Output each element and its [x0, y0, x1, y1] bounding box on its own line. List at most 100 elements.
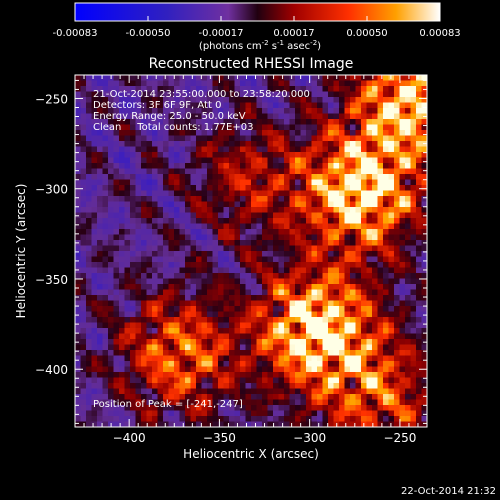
- heatmap-cell: [410, 383, 417, 389]
- heatmap-cell: [207, 372, 213, 378]
- heatmap-cell: [273, 317, 279, 323]
- heatmap-cell: [190, 163, 197, 169]
- heatmap-cell: [256, 295, 263, 301]
- heatmap-cell: [333, 80, 340, 87]
- heatmap-cell: [157, 130, 164, 136]
- heatmap-cell: [80, 212, 87, 219]
- heatmap-cell: [333, 218, 340, 224]
- heatmap-cell: [289, 196, 296, 202]
- heatmap-cell: [251, 168, 257, 175]
- heatmap-cell: [372, 152, 378, 158]
- y-axis-label: Heliocentric Y (arcsec): [14, 184, 28, 319]
- heatmap-cell: [295, 146, 301, 153]
- heatmap-cell: [267, 201, 274, 208]
- heatmap-cell: [322, 295, 329, 301]
- heatmap-cell: [410, 333, 417, 340]
- heatmap-cell: [388, 91, 395, 98]
- heatmap-cell: [421, 130, 427, 136]
- heatmap-cell: [91, 157, 98, 164]
- heatmap-cell: [113, 262, 120, 268]
- heatmap-cell: [317, 168, 323, 175]
- heatmap-cell: [366, 289, 373, 296]
- heatmap-cell: [306, 97, 312, 103]
- heatmap-cell: [113, 207, 120, 213]
- heatmap-cell: [278, 306, 285, 312]
- heatmap-cell: [212, 350, 219, 356]
- heatmap-cell: [185, 311, 191, 318]
- heatmap-cell: [300, 174, 307, 180]
- heatmap-cell: [135, 344, 142, 351]
- heatmap-cell: [289, 229, 296, 235]
- heatmap-cell: [218, 168, 224, 175]
- heatmap-cell: [267, 328, 274, 334]
- heatmap-cell: [97, 130, 103, 136]
- heatmap-cell: [119, 350, 125, 356]
- heatmap-cell: [201, 322, 208, 329]
- heatmap-cell: [399, 394, 406, 400]
- heatmap-cell: [146, 113, 153, 120]
- heatmap-cell: [256, 300, 263, 307]
- heatmap-cell: [174, 97, 180, 103]
- heatmap-cell: [405, 416, 411, 422]
- heatmap-cell: [124, 322, 131, 329]
- heatmap-cell: [300, 80, 307, 87]
- heatmap-cell: [146, 333, 153, 340]
- heatmap-cell: [366, 190, 373, 197]
- heatmap-cell: [135, 350, 142, 356]
- heatmap-cell: [421, 80, 427, 87]
- heatmap-cell: [317, 306, 323, 312]
- heatmap-cell: [152, 86, 158, 92]
- heatmap-cell: [416, 201, 422, 208]
- heatmap-cell: [399, 284, 406, 290]
- heatmap-cell: [119, 174, 125, 180]
- heatmap-cell: [339, 377, 345, 384]
- heatmap-cell: [251, 240, 257, 246]
- heatmap-cell: [377, 289, 384, 296]
- heatmap-cell: [416, 295, 422, 301]
- heatmap-cell: [256, 256, 263, 263]
- heatmap-cell: [157, 267, 164, 274]
- heatmap-cell: [251, 185, 257, 191]
- heatmap-cell: [410, 311, 417, 318]
- heatmap-cell: [80, 251, 87, 257]
- heatmap-cell: [295, 141, 301, 147]
- heatmap-cell: [212, 322, 219, 329]
- heatmap-cell: [185, 339, 191, 345]
- heatmap-cell: [240, 300, 246, 307]
- heatmap-cell: [223, 322, 230, 329]
- heatmap-cell: [163, 306, 169, 312]
- heatmap-cell: [344, 141, 351, 147]
- heatmap-cell: [234, 130, 241, 136]
- heatmap-cell: [350, 399, 356, 406]
- heatmap-cell: [223, 130, 230, 136]
- heatmap-cell: [240, 75, 246, 81]
- heatmap-cell: [223, 207, 230, 213]
- heatmap-cell: [377, 399, 384, 406]
- heatmap-cell: [388, 223, 395, 230]
- heatmap-cell: [421, 399, 427, 406]
- heatmap-cell: [317, 102, 323, 109]
- heatmap-cell: [339, 119, 345, 125]
- heatmap-cell: [218, 157, 224, 164]
- heatmap-cell: [284, 306, 290, 312]
- heatmap-cell: [322, 344, 329, 351]
- heatmap-cell: [311, 141, 318, 147]
- heatmap-cell: [394, 366, 400, 373]
- heatmap-cell: [267, 273, 274, 279]
- heatmap-cell: [251, 174, 257, 180]
- heatmap-cell: [163, 102, 169, 109]
- heatmap-cell: [328, 317, 334, 323]
- heatmap-cell: [361, 174, 367, 180]
- heatmap-cell: [328, 278, 334, 285]
- heatmap-cell: [185, 102, 191, 109]
- heatmap-cell: [344, 152, 351, 158]
- heatmap-cell: [262, 289, 268, 296]
- heatmap-cell: [383, 311, 389, 318]
- heatmap-cell: [119, 91, 125, 98]
- heatmap-cell: [328, 124, 334, 131]
- heatmap-cell: [311, 75, 318, 81]
- heatmap-cell: [300, 339, 307, 345]
- heatmap-cell: [223, 262, 230, 268]
- heatmap-cell: [157, 361, 164, 367]
- heatmap-cell: [284, 185, 290, 191]
